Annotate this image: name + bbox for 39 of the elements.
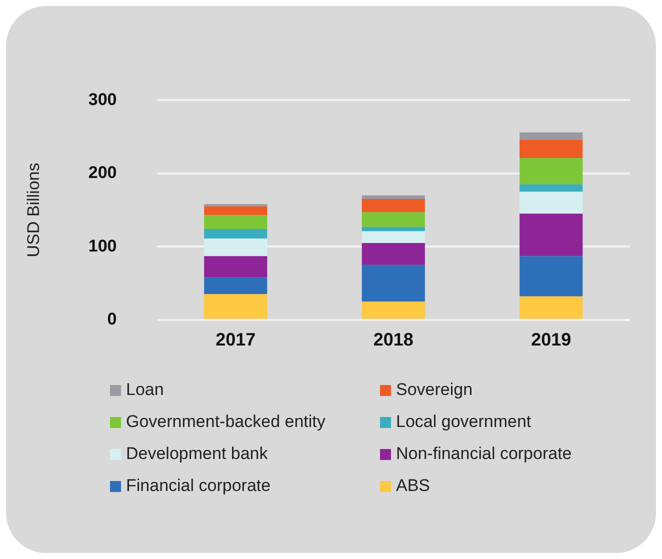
bar — [520, 214, 583, 256]
bar — [362, 264, 425, 302]
x-tick-label: 2019 — [531, 330, 572, 350]
bar — [520, 132, 583, 140]
x-tick-label: 2017 — [216, 330, 256, 350]
y-axis-title: USD Billions — [24, 162, 43, 258]
y-tick-label: 0 — [107, 309, 117, 328]
bar — [520, 296, 583, 319]
bar — [362, 231, 425, 243]
bar — [362, 226, 425, 232]
legend-label: Local government — [396, 412, 532, 432]
y-tick-label: 200 — [88, 163, 117, 182]
legend-label: Non-financial corporate — [396, 444, 572, 464]
bar — [204, 256, 268, 278]
y-tick-label: 300 — [88, 90, 117, 109]
x-tick-label: 2018 — [373, 330, 414, 350]
bar — [520, 192, 583, 214]
bar — [520, 184, 583, 192]
bar — [204, 206, 268, 216]
bar — [520, 256, 583, 296]
bar — [204, 229, 268, 239]
legend-label: Development bank — [126, 444, 268, 464]
bar — [362, 199, 425, 212]
legend-label: Sovereign — [396, 380, 473, 400]
bar — [520, 158, 583, 184]
bar — [520, 140, 583, 158]
bar — [362, 242, 425, 265]
y-tick-label: 100 — [88, 236, 117, 256]
legend-label: Financial corporate — [126, 476, 271, 496]
bar — [204, 215, 268, 230]
legend-label: ABS — [396, 476, 430, 496]
bar — [362, 302, 425, 319]
bar — [204, 294, 268, 319]
legend-label: Loan — [126, 380, 164, 400]
legend-label: Government-backed entity — [126, 412, 326, 432]
bar — [204, 238, 268, 256]
bar — [204, 277, 268, 294]
bar — [362, 212, 425, 227]
bar — [362, 195, 425, 200]
